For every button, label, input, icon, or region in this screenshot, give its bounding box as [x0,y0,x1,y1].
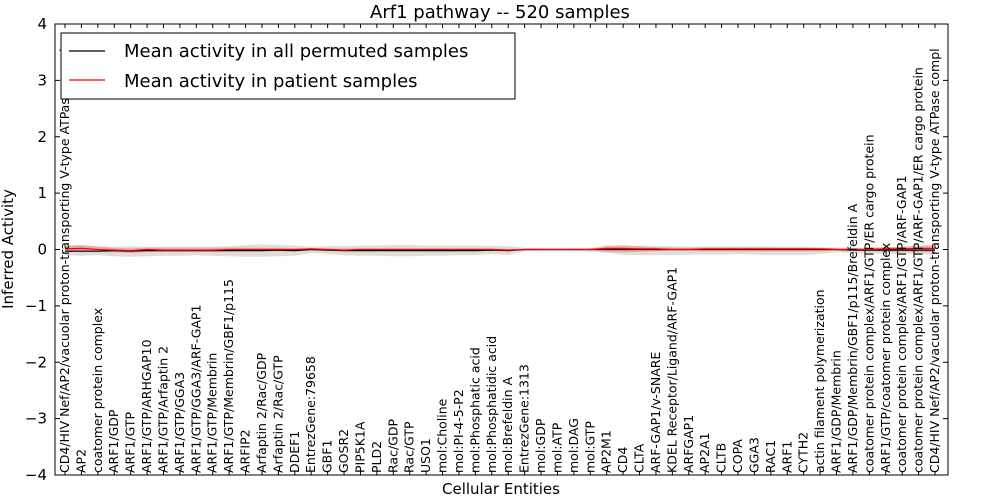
chart-title: Arf1 pathway -- 520 samples [370,2,630,23]
category-label: AP2M1 [599,430,614,473]
category-label: mol:Brefeldin A [500,376,515,473]
y-tick-label: 3 [37,71,47,89]
category-label: KDEL Receptor/Ligand/ARF-GAP1 [664,267,679,473]
legend-label-patient: Mean activity in patient samples [124,71,418,92]
y-tick-label: −4 [25,466,47,484]
category-label: EntrezGene:79658 [303,356,318,473]
axis-ticks: −4 −3 −2 −1 0 1 2 3 4 [25,15,948,484]
category-label: EntrezGene:1313 [517,364,532,473]
category-label: AP2 [73,449,88,473]
category-label: ARF1/GTP/Membrin/GBF1/p115 [221,279,236,473]
category-label: mol:GTP [582,421,597,473]
category-label: ARF1/GTP/ARHGAP10 [139,339,154,473]
category-label: COPA [730,439,745,473]
category-label: ARFIP2 [238,429,253,473]
series-lines [64,247,935,252]
category-label: Arfaptin 2/Rac/GDP [254,352,269,473]
category-label: coatomer protein complex/ARF1/GTP/ARF-GA… [894,175,909,473]
category-label: CYTH2 [796,432,811,473]
y-tick-label: 1 [37,184,47,202]
legend: Mean activity in all permuted samples Me… [60,32,516,100]
category-label: RAC1 [763,440,778,473]
plot-frame [54,23,949,476]
legend-label-permuted: Mean activity in all permuted samples [124,41,468,62]
category-label: DDEF1 [287,431,302,473]
category-label: CLTA [632,443,647,473]
category-labels: CD4/HIV Nef/AP2/vacuolar proton-transpor… [57,48,942,473]
category-label: mol:Phosphatidic acid [484,336,499,473]
category-label: GOSR2 [336,429,351,473]
category-label: CD4 [615,447,630,473]
category-label: coatomer protein complex/ARF1/GTP/ARF-GA… [911,67,926,473]
band-patient-spread [65,245,935,253]
category-label: mol:PI-4-5-P2 [451,389,466,473]
category-label: Rac/GDP [385,419,400,473]
category-label: Arfaptin 2/Rac/GTP [270,355,285,473]
category-label: ARF-GAP1/v-SNARE [648,352,663,473]
category-label: ARF1/GDP [106,409,121,473]
y-tick-label: −1 [25,297,47,315]
y-tick-label: −3 [25,410,47,428]
category-label: ARF1/GTP/GGA3/ARF-GAP1 [188,305,203,473]
category-label: coatomer protein complex [90,308,105,473]
category-label: ARF1/GTP/Arfaptin 2 [156,346,171,473]
category-label: mol:DAG [566,418,581,473]
legend-box [60,32,516,100]
y-tick-label: 2 [37,128,47,146]
category-label: USO1 [418,438,433,473]
category-label: ARF1/GTP/Membrin [205,353,220,473]
category-label: PIP5K1A [353,421,368,473]
x-axis-label: Cellular Entities [442,480,560,498]
category-label: ARFGAP1 [681,415,696,473]
category-label: ARF1 [779,441,794,473]
category-label: GBF1 [320,440,335,473]
category-label: actin filament polymerization [812,289,827,473]
y-axis-label: Inferred Activity [0,189,17,309]
series-line-patient [64,247,935,252]
category-label: AP2A1 [697,432,712,473]
category-label: mol:ATP [550,422,565,473]
category-label: coatomer protein complex/ARF1/GTP/ER car… [861,134,876,473]
y-tick-label: 0 [37,241,47,259]
category-label: GGA3 [746,437,761,473]
category-label: ARF1/GTP/GGA3 [172,372,187,473]
category-label: ARF1/GDP/Membrin/GBF1/p115/Brefeldin A [845,203,860,473]
category-label: PLD2 [369,441,384,473]
category-label: ARF1/GDP/Membrin [829,350,844,473]
category-label: mol:GDP [533,418,548,473]
category-label: CLTB [714,443,729,473]
category-label: ARF1/GTP [123,412,138,473]
y-tick-label: −2 [25,353,47,371]
category-label: ARF1/GTP/coatomer protein complex [878,243,893,473]
y-tick-label: 4 [37,15,47,33]
category-label: Rac/GTP [402,421,417,473]
category-label: CD4/HIV Nef/AP2/vacuolar proton-transpor… [927,48,942,473]
category-label: CD4/HIV Nef/AP2/vacuolar proton-transpor… [57,48,72,473]
category-label: mol:Choline [435,398,450,473]
category-label: mol:Phosphatic acid [467,347,482,473]
